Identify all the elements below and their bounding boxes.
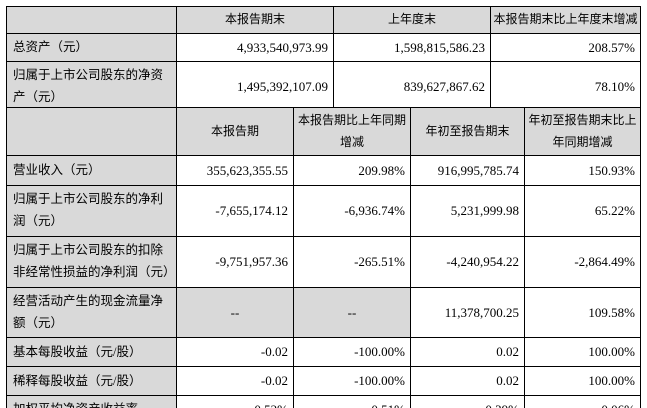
cell-value: 65.22% — [524, 185, 641, 237]
row-label: 归属于上市公司股东的扣除非经常性损益的净利润（元） — [6, 235, 177, 288]
cell-value-not-applicable: -- — [293, 286, 411, 339]
table-row: 归属于上市公司股东的净资产（元） 1,495,392,107.09 839,62… — [6, 61, 641, 114]
col-header-ytd-change-vs-same-period: 年初至报告期末比上年同期增减 — [524, 106, 641, 157]
col-header-year-to-date: 年初至报告期末 — [410, 106, 525, 157]
cell-value: -0.51% — [293, 395, 411, 408]
row-label: 稀释每股收益（元/股） — [6, 366, 177, 397]
cell-value: 11,378,700.25 — [410, 286, 525, 339]
cell-value: 1,598,815,586.23 — [333, 32, 491, 63]
cell-value-not-applicable: -- — [176, 286, 294, 339]
cell-value: 100.00% — [524, 337, 641, 368]
col-header-current-period: 本报告期 — [176, 106, 294, 157]
row-label: 营业收入（元） — [6, 155, 177, 187]
row-label: 归属于上市公司股东的净资产（元） — [6, 61, 177, 114]
cell-value: 4,933,540,973.99 — [176, 32, 334, 63]
corner-header-cell — [6, 6, 177, 34]
cell-value: -265.51% — [293, 235, 411, 288]
table-row: 营业收入（元） 355,623,355.55 209.98% 916,995,7… — [6, 155, 641, 187]
cell-value: 1,495,392,107.09 — [176, 61, 334, 114]
cell-value: -0.06% — [524, 395, 641, 408]
cell-value: 150.93% — [524, 155, 641, 187]
table-row: 总资产（元） 4,933,540,973.99 1,598,815,586.23… — [6, 32, 641, 63]
cell-value: -4,240,954.22 — [410, 235, 525, 288]
table-header-row: 本报告期末 上年度末 本报告期末比上年度末增减 — [6, 6, 641, 34]
cell-value: -0.02 — [176, 337, 294, 368]
row-label: 基本每股收益（元/股） — [6, 337, 177, 368]
table-row: 稀释每股收益（元/股） -0.02 -100.00% 0.02 100.00% — [6, 366, 641, 397]
cell-value: 209.98% — [293, 155, 411, 187]
performance-summary-table: 本报告期 本报告期比上年同期增减 年初至报告期末 年初至报告期末比上年同期增减 … — [6, 106, 641, 408]
cell-value: -100.00% — [293, 366, 411, 397]
corner-header-cell — [6, 106, 177, 157]
row-label: 经营活动产生的现金流量净额（元） — [6, 286, 177, 339]
cell-value: 0.02 — [410, 337, 525, 368]
cell-value: -0.52% — [176, 395, 294, 408]
col-header-current-period-end: 本报告期末 — [176, 6, 334, 34]
cell-value: 355,623,355.55 — [176, 155, 294, 187]
cell-value: 208.57% — [490, 32, 641, 63]
cell-value: 0.39% — [410, 395, 525, 408]
cell-value: -0.02 — [176, 366, 294, 397]
table-header-row: 本报告期 本报告期比上年同期增减 年初至报告期末 年初至报告期末比上年同期增减 — [6, 106, 641, 157]
table-row: 加权平均净资产收益率 -0.52% -0.51% 0.39% -0.06% — [6, 395, 641, 408]
cell-value: 839,627,867.62 — [333, 61, 491, 114]
cell-value: 0.02 — [410, 366, 525, 397]
row-label: 加权平均净资产收益率 — [6, 395, 177, 408]
cell-value: 5,231,999.98 — [410, 185, 525, 237]
cell-value: -100.00% — [293, 337, 411, 368]
cell-value: 100.00% — [524, 366, 641, 397]
row-label: 归属于上市公司股东的净利润（元） — [6, 185, 177, 237]
row-label: 总资产（元） — [6, 32, 177, 63]
cell-value: 109.58% — [524, 286, 641, 339]
col-header-change-vs-same-period: 本报告期比上年同期增减 — [293, 106, 411, 157]
cell-value: -9,751,957.36 — [176, 235, 294, 288]
table-row: 归属于上市公司股东的净利润（元） -7,655,174.12 -6,936.74… — [6, 185, 641, 237]
cell-value: -7,655,174.12 — [176, 185, 294, 237]
cell-value: 78.10% — [490, 61, 641, 114]
col-header-change-vs-prior-year-end: 本报告期末比上年度末增减 — [490, 6, 641, 34]
table-row: 基本每股收益（元/股） -0.02 -100.00% 0.02 100.00% — [6, 337, 641, 368]
cell-value: 916,995,785.74 — [410, 155, 525, 187]
col-header-prior-year-end: 上年度末 — [333, 6, 491, 34]
cell-value: -2,864.49% — [524, 235, 641, 288]
table-row: 经营活动产生的现金流量净额（元） -- -- 11,378,700.25 109… — [6, 286, 641, 339]
table-row: 归属于上市公司股东的扣除非经常性损益的净利润（元） -9,751,957.36 … — [6, 235, 641, 288]
cell-value: -6,936.74% — [293, 185, 411, 237]
balance-summary-table: 本报告期末 上年度末 本报告期末比上年度末增减 总资产（元） 4,933,540… — [6, 6, 641, 114]
